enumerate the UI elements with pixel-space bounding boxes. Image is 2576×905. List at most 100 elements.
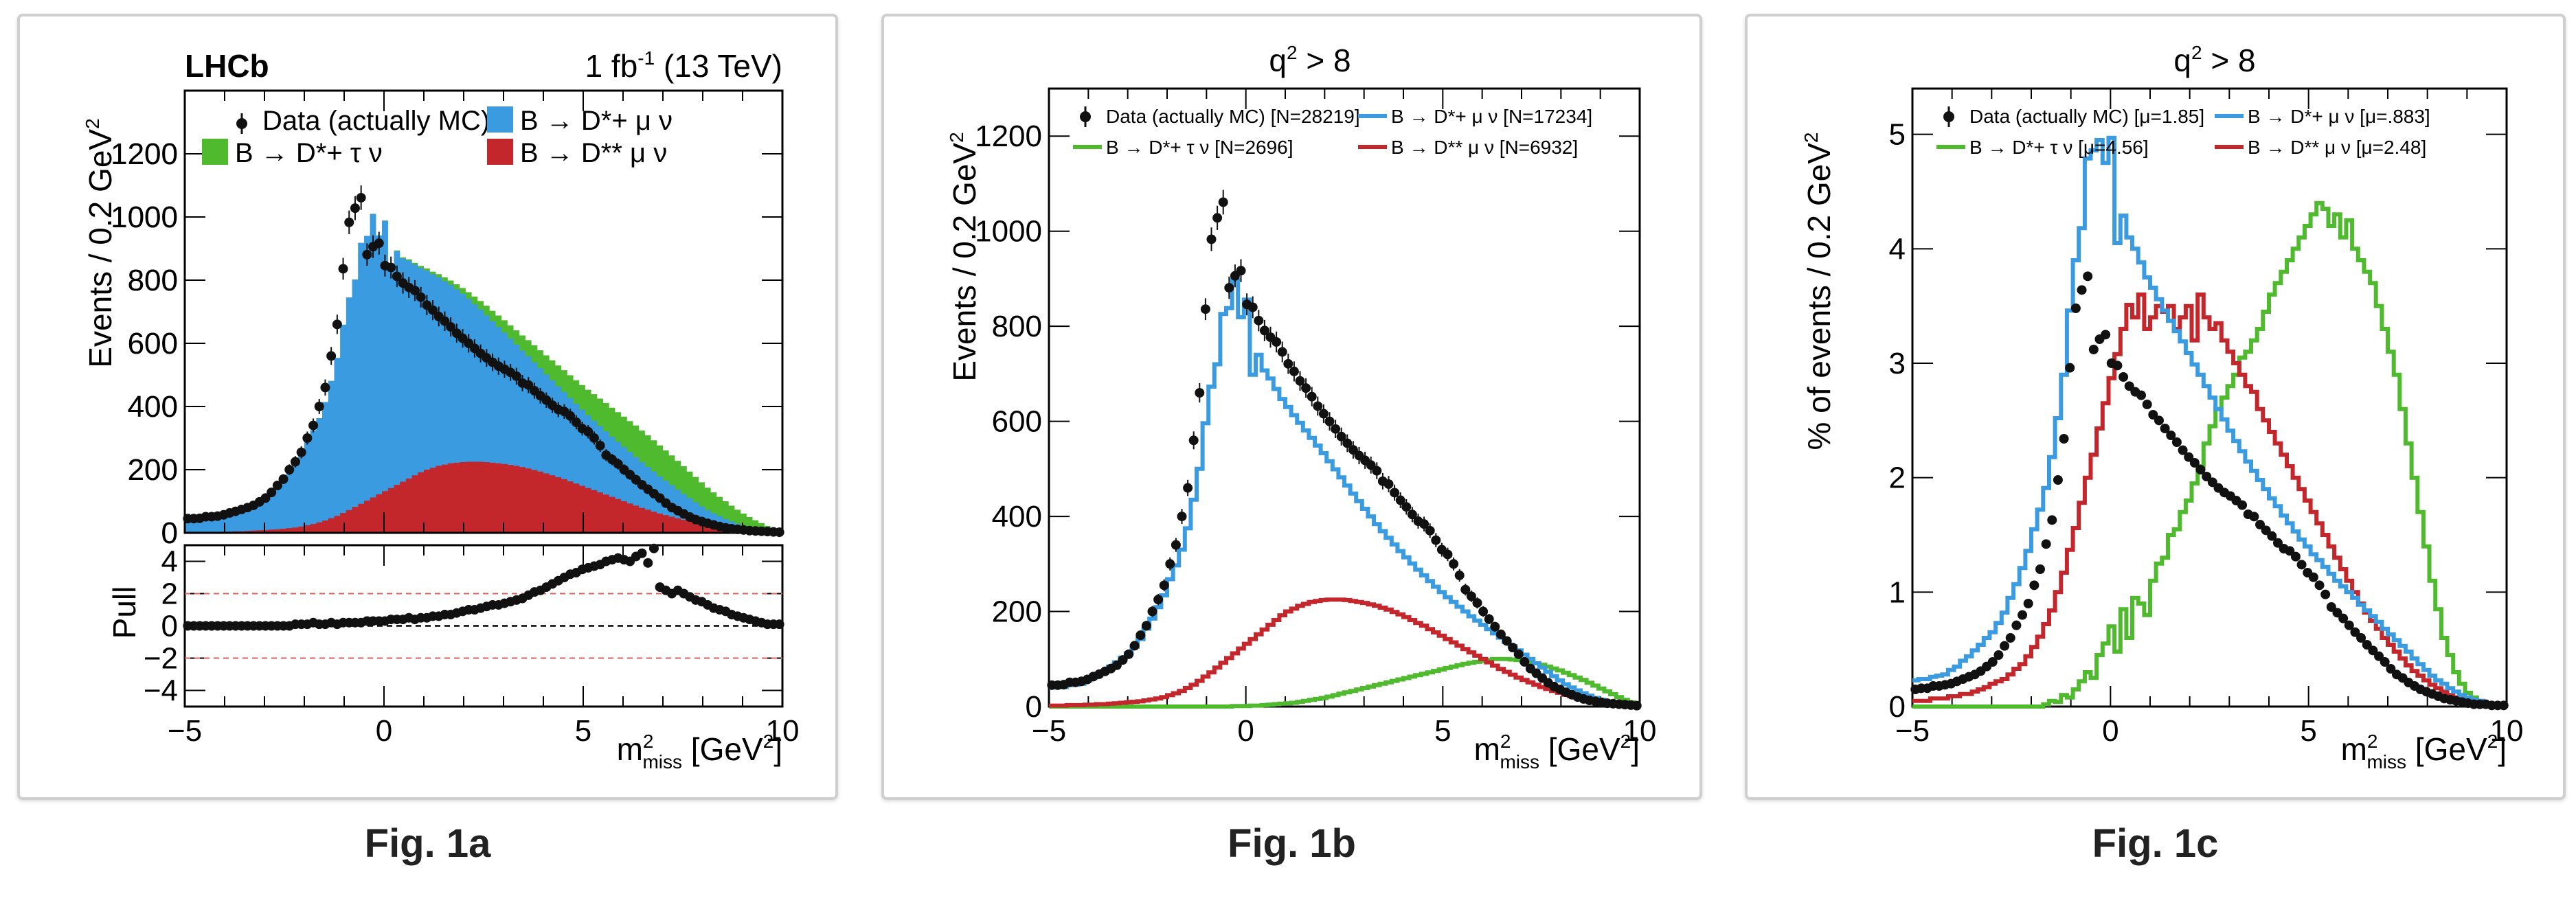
chart-c-data-point <box>2296 560 2307 570</box>
chart-a-legend-label: Data (actually MC) <box>262 106 490 136</box>
chart-b-data-point <box>1484 614 1494 624</box>
chart-b-legend-marker <box>1080 111 1091 122</box>
chart-a-data-point <box>565 411 576 421</box>
figure-panel-c: −5 0 5 10 0 1 2 3 4 5 Data (actually MC) [μ=1.85] B… <box>1745 14 2566 800</box>
chart-b-data-point <box>1331 424 1341 434</box>
chart-b-data-point <box>1383 479 1394 489</box>
chart-c-data-point <box>2171 437 2182 447</box>
chart-c-data-point <box>2249 512 2259 522</box>
chart-c-data-point <box>2035 564 2045 574</box>
chart-a-header-left: LHCb <box>185 48 269 84</box>
chart-b-data-point <box>1147 606 1157 617</box>
chart-b-data-point <box>1236 266 1246 276</box>
chart-c-data-point <box>2320 589 2331 599</box>
chart-c-data-point <box>2498 700 2509 711</box>
chart-a-data-point <box>428 305 438 315</box>
chart-c-ytick-label: 3 <box>1889 347 1906 380</box>
chart-c-xtick-label: 0 <box>2102 714 2119 748</box>
chart-c-frame <box>1911 87 2508 708</box>
chart-b-xlabel: m2 miss [GeV2] <box>1474 731 1640 772</box>
chart-a-ytick-label: 1200 <box>111 137 178 171</box>
chart-a-plot: 0200400600800100012000200400600800100012… <box>111 89 799 748</box>
chart-a-legend-marker <box>236 118 247 129</box>
chart-c-xtick-label: −5 <box>1895 714 1930 748</box>
chart-a-data-point <box>409 286 420 296</box>
chart-c-legend-label: Data (actually MC) [μ=1.85] <box>1969 106 2204 127</box>
chart-b-ytick-label: 200 <box>992 595 1042 629</box>
chart-c-data-point <box>2356 633 2366 643</box>
chart-b-ytick-label: 1200 <box>975 119 1042 153</box>
chart-a-data-point <box>595 441 605 451</box>
chart-a-data-point <box>272 481 282 490</box>
chart-b-data-point <box>1195 388 1205 398</box>
chart-b-ytick-label: 0 <box>1026 690 1042 724</box>
chart-c-data-point <box>2053 475 2063 485</box>
chart-a-pull-point <box>648 543 659 553</box>
chart-c-legend-label: B → D** μ ν [μ=2.48] <box>2248 137 2426 158</box>
chart-a-pull-ytick-label: −4 <box>144 674 178 708</box>
chart-c-line-dstar-tau <box>1912 201 2507 709</box>
chart-a-data-point <box>613 459 623 469</box>
chart-b-data-point <box>1188 435 1199 446</box>
chart-a-data-point <box>374 238 384 249</box>
chart-a-ytick-label: 200 <box>128 453 178 487</box>
chart-c-data-point <box>2184 452 2194 462</box>
chart-a-pull-ytick-label: 2 <box>161 577 178 611</box>
chart-b-data-point <box>1495 629 1506 639</box>
chart-a-ytick-label: 200 <box>128 453 178 487</box>
chart-b-ytick-label: 1000 <box>975 215 1042 249</box>
chart-b-xtick-label: 0 <box>1237 714 1254 748</box>
chart-a-data-point <box>308 420 319 431</box>
chart-a: 0200400600800100012000200400600800100012… <box>82 47 799 772</box>
chart-a-pull-ytick-label: 0 <box>161 610 178 643</box>
chart-b-data-point <box>1153 595 1164 605</box>
chart-c-ytick-label: 1 <box>1889 575 1906 609</box>
chart-c-data-point <box>2207 477 2217 488</box>
chart-a-pull-ytick-label: 4 <box>161 545 178 579</box>
chart-a-xlabel: m2 miss [GeV2] <box>617 731 782 772</box>
chart-b-data-point <box>1460 584 1471 595</box>
chart-a-ytick-label: 600 <box>128 327 178 360</box>
chart-a-data-point <box>774 527 784 538</box>
chart-b-data-point <box>1513 649 1524 659</box>
chart-b-data-point <box>1502 636 1512 646</box>
chart-c-data-point <box>2285 546 2295 556</box>
chart-b-ytick-label: 400 <box>992 500 1042 534</box>
chart-c-data-point <box>2023 599 2033 608</box>
chart-c-ytick-label: 5 <box>1889 118 1906 152</box>
chart-a-ytick-label: 400 <box>128 390 178 424</box>
chart-b-data-point <box>1631 700 1642 711</box>
chart-b-legend-label: Data (actually MC) [N=28219] <box>1106 106 1360 127</box>
chart-a-data-point <box>440 316 450 326</box>
chart-b-data-point <box>1478 606 1489 617</box>
caption-fig-1c: Fig. 1c <box>2092 821 2219 866</box>
chart-b-legend-label: B → D*+ μ ν [N=17234] <box>1391 106 1592 127</box>
chart-a-ytick-label: 600 <box>128 327 178 360</box>
chart-b-xtick-label: 5 <box>1434 714 1451 748</box>
chart-a-data-point <box>571 417 581 427</box>
chart-a-data-point <box>338 264 348 274</box>
chart-a-pull-xtick-label: 5 <box>575 714 591 748</box>
chart-a-header-right: 1 fb-1 (13 TeV) <box>585 47 782 84</box>
chart-b-data-point <box>1301 383 1311 393</box>
chart-a-pull-point <box>643 558 653 568</box>
chart-c-data-point <box>2136 390 2147 400</box>
chart-a-pull-point <box>637 548 647 558</box>
chart-b-data-point <box>1200 304 1210 314</box>
chart-c-xtick-label: 5 <box>2300 714 2316 748</box>
chart-b-data-point <box>1401 502 1412 512</box>
chart-b-data-point <box>1206 234 1217 244</box>
caption-fig-1b: Fig. 1b <box>1228 821 1356 866</box>
chart-b-legend-label: B → D*+ τ ν [N=2696] <box>1106 137 1293 158</box>
figure-panel-b: −5 0 5 10 0 200 400 600 800 1000 1200 Data (actuall… <box>881 14 1702 800</box>
chart-b-data-point <box>1118 655 1128 665</box>
chart-c-data-point <box>2083 271 2093 282</box>
chart-b-data-point <box>1283 358 1293 369</box>
chart-c-ylabel: % of events / 0.2 GeV2 <box>1800 132 1837 450</box>
chart-b-xtick-label: 10 <box>1623 714 1657 748</box>
chart-a-ytick-label: 1200 <box>111 137 178 171</box>
chart-a-pull-ytick-label: −2 <box>144 642 178 676</box>
chart-c-data-point <box>2077 285 2087 295</box>
chart-c-data-point <box>2189 458 2200 468</box>
chart-b-data-point <box>1171 540 1181 550</box>
